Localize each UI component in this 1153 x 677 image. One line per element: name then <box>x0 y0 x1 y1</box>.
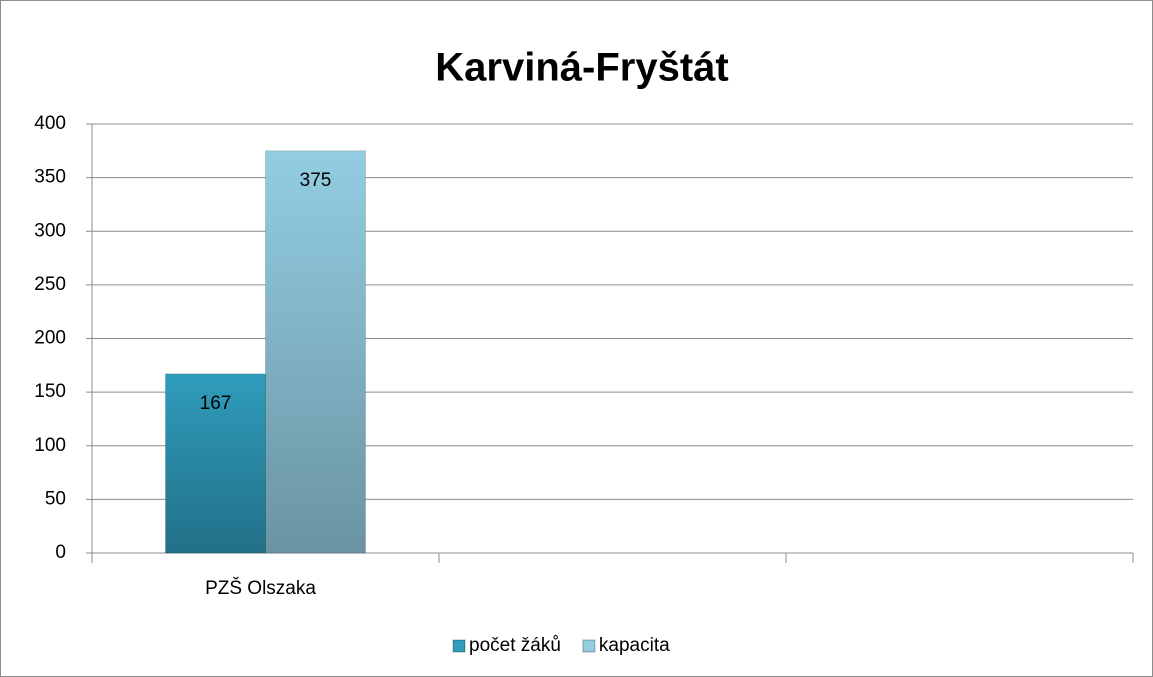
bar <box>265 150 366 554</box>
y-tick-label: 400 <box>34 113 66 134</box>
y-tick-label: 300 <box>34 220 66 241</box>
y-tick-label: 250 <box>34 274 66 295</box>
y-tick-label: 200 <box>34 328 66 349</box>
y-tick-label: 100 <box>34 435 66 456</box>
legend-marker <box>452 639 466 653</box>
x-tick-label: PZŠ Olszaka <box>205 577 316 599</box>
legend-label: kapacita <box>599 635 670 656</box>
legend-marker <box>582 639 596 653</box>
legend-label: počet žáků <box>469 635 561 656</box>
y-tick-label: 50 <box>45 488 66 509</box>
y-tick-label: 0 <box>55 542 66 563</box>
y-tick-label: 350 <box>34 167 66 188</box>
y-tick-label: 150 <box>34 381 66 402</box>
data-label: 167 <box>200 393 232 414</box>
data-label: 375 <box>300 170 332 191</box>
chart-title: Karviná-Fryštát <box>435 46 728 90</box>
